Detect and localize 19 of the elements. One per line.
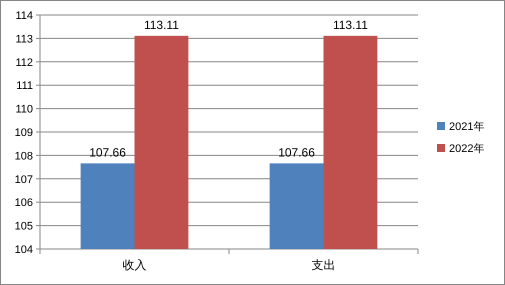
data-label: 107.66 [89,145,126,160]
legend-label: 2022年 [449,143,484,155]
data-label: 107.66 [278,145,316,160]
legend-label: 2021年 [449,121,484,133]
data-label: 113.11 [144,18,180,32]
x-tick-label: 收入 [122,258,146,272]
y-tick-label: 112 [15,56,33,69]
y-tick-label: 107 [14,174,33,186]
x-tick-label: 支出 [312,258,336,272]
y-tick-label: 105 [14,220,33,233]
y-tick-label: 104 [14,244,33,256]
y-tick-label: 111 [16,80,33,92]
data-label: 113.11 [332,18,368,32]
y-tick-label: 106 [14,197,33,210]
y-tick-label: 108 [14,150,33,162]
y-tick-label: 114 [15,10,33,22]
y-tick-label: 109 [14,127,33,139]
y-tick-label: 113 [15,33,33,46]
y-tick-label: 110 [15,104,33,116]
